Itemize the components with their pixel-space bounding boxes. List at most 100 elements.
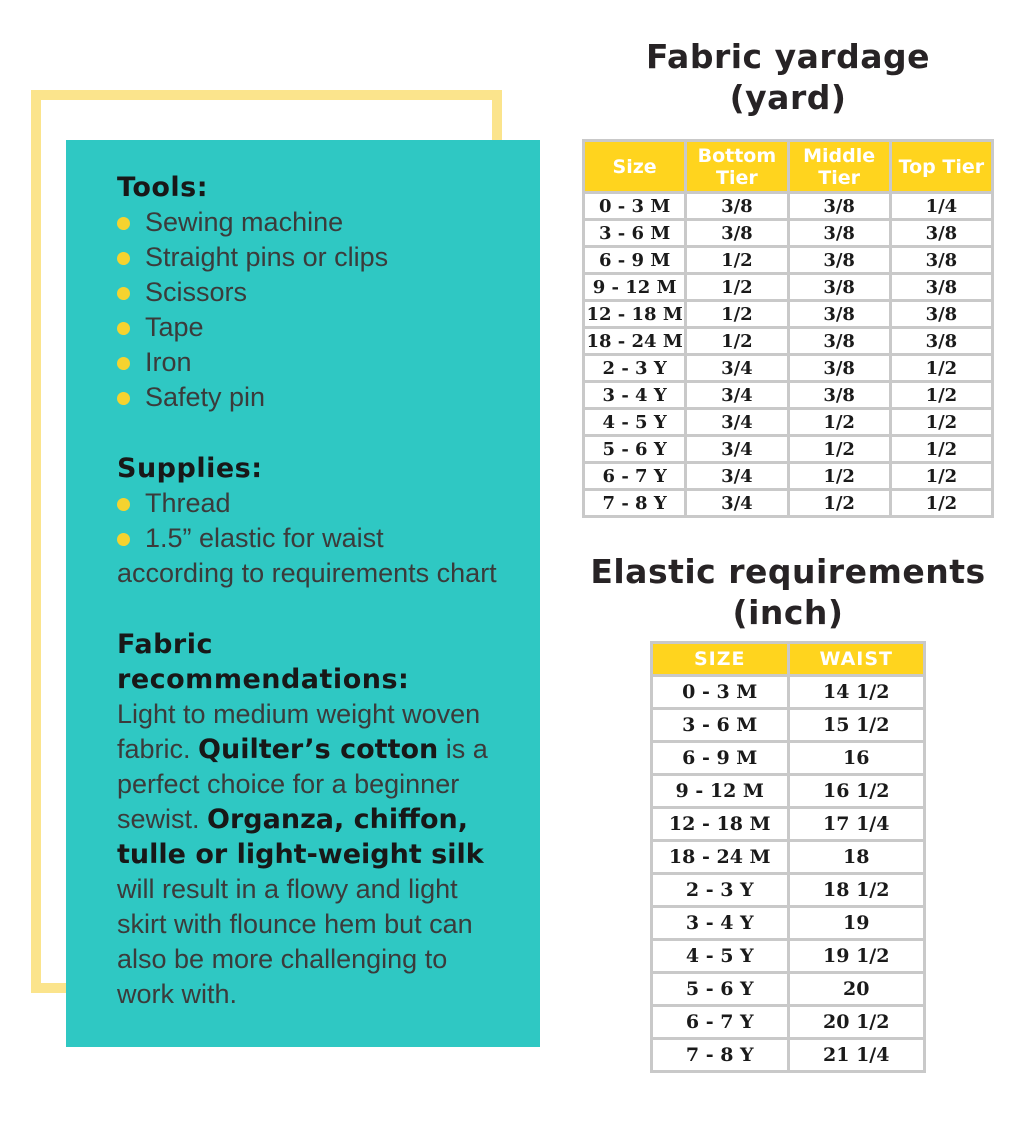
table-cell: 1/2 [687,329,787,353]
table-cell: 3/8 [789,194,889,218]
bullet-icon [117,322,130,335]
table-row: 0 - 3 M 3/8 3/8 1/4 [585,194,991,218]
header-row: SIZE WAIST [653,644,923,674]
table-cell: 3/8 [687,221,787,245]
table-cell: 4 - 5 Y [653,941,787,971]
table-cell: 19 [789,908,923,938]
list-item: Scissors [117,275,498,310]
table-cell: 5 - 6 Y [585,437,685,461]
table-cell: 1/2 [687,248,787,272]
table-cell: 3/4 [687,410,787,434]
fabric-yardage-table: Size Bottom Tier Middle Tier Top Tier 0 - 3… [582,139,994,518]
supplies-heading: Supplies: [117,453,263,484]
table-row: 7 - 8 Y 3/4 1/2 1/2 [585,491,991,515]
column-header: Bottom Tier [687,142,787,191]
title-text: Elastic requirements [590,552,986,591]
title-text: Fabric yardage [645,37,931,76]
table-cell: 1/4 [891,194,991,218]
table-cell: 1/2 [789,437,889,461]
table-cell: 18 - 24 M [585,329,685,353]
table-cell: 3/8 [891,302,991,326]
title-unit: (inch) [732,593,844,632]
header-row: Size Bottom Tier Middle Tier Top Tier [585,142,991,191]
list-item: Sewing machine [117,205,498,240]
table-cell: 6 - 7 Y [585,464,685,488]
paragraph-text: is a perfect choice for a beginner sewis… [117,734,488,834]
table-cell: 3/8 [789,302,889,326]
table-cell: 3/4 [687,437,787,461]
table-cell: 1/2 [891,437,991,461]
table-row: 3 - 4 Y 3/4 3/8 1/2 [585,383,991,407]
table-cell: 1/2 [687,275,787,299]
info-panel: Tools: Sewing machine Straight pins or c… [66,140,540,1047]
table-cell: 1/2 [789,464,889,488]
list-item-label: Sewing machine [145,207,344,237]
column-header: SIZE [653,644,787,674]
table-cell: 12 - 18 M [653,809,787,839]
fabric-recommendations-heading: Fabric recommendations: [117,629,410,695]
table-cell: 0 - 3 M [653,677,787,707]
table-cell: 17 1/4 [789,809,923,839]
tools-heading: Tools: [117,172,209,203]
list-item: Thread [117,486,498,521]
list-item-label: Safety pin [145,382,266,412]
table-row: 5 - 6 Y 3/4 1/2 1/2 [585,437,991,461]
table-cell: 12 - 18 M [585,302,685,326]
table-row: 3 - 4 Y 19 [653,908,923,938]
list-item: 1.5” elastic for waist according to requ… [117,521,498,591]
table-cell: 3/8 [789,383,889,407]
table-row: 2 - 3 Y 3/4 3/8 1/2 [585,356,991,380]
fabric-recommendations-paragraph: Light to medium weight woven fabric. Qui… [117,697,498,1012]
table-cell: 3 - 4 Y [585,383,685,407]
table-cell: 3/8 [891,248,991,272]
tables-column: Fabric yardage (yard) Size Bottom Tier Mid… [578,0,998,1073]
table-cell: 6 - 9 M [653,743,787,773]
bullet-icon [117,217,130,230]
list-item-label: Scissors [145,277,248,307]
table-cell: 3 - 6 M [653,710,787,740]
column-header: Top Tier [891,142,991,191]
bullet-icon [117,533,130,546]
table-row: 7 - 8 Y 21 1/4 [653,1040,923,1070]
table-cell: 3/4 [687,491,787,515]
column-header: WAIST [789,644,923,674]
table-row: 18 - 24 M 1/2 3/8 3/8 [585,329,991,353]
table-cell: 15 1/2 [789,710,923,740]
table-head: Size Bottom Tier Middle Tier Top Tier [585,142,991,191]
list-item: Iron [117,345,498,380]
table-cell: 19 1/2 [789,941,923,971]
table-cell: 1/2 [789,491,889,515]
table-cell: 3/8 [891,329,991,353]
table-row: 6 - 7 Y 20 1/2 [653,1007,923,1037]
bullet-icon [117,357,130,370]
table-row: 2 - 3 Y 18 1/2 [653,875,923,905]
table-cell: 7 - 8 Y [585,491,685,515]
table-body: 0 - 3 M 14 1/2 3 - 6 M 15 1/2 6 - 9 M 16 9 - 1… [653,677,923,1070]
table-cell: 6 - 9 M [585,248,685,272]
table-row: 12 - 18 M 1/2 3/8 3/8 [585,302,991,326]
table-cell: 14 1/2 [789,677,923,707]
fabric-yardage-title: Fabric yardage (yard) [578,36,998,118]
table-row: 6 - 9 M 1/2 3/8 3/8 [585,248,991,272]
list-item: Straight pins or clips [117,240,498,275]
table-row: 6 - 9 M 16 [653,743,923,773]
bullet-icon [117,287,130,300]
table-cell: 1/2 [891,464,991,488]
list-item-label: Iron [145,347,192,377]
table-cell: 3/8 [789,221,889,245]
table-cell: 3/8 [789,275,889,299]
elastic-requirements-table: SIZE WAIST 0 - 3 M 14 1/2 3 - 6 M 15 1/2 6 - … [650,641,926,1073]
table-cell: 18 - 24 M [653,842,787,872]
table-cell: 2 - 3 Y [653,875,787,905]
table-cell: 18 1/2 [789,875,923,905]
table-row: 12 - 18 M 17 1/4 [653,809,923,839]
paragraph-bold-text: Organza, chiffon, tulle or light-weight … [117,804,484,870]
title-unit: (yard) [729,78,847,117]
table-row: 18 - 24 M 18 [653,842,923,872]
table-cell: 9 - 12 M [653,776,787,806]
list-item-label: Thread [145,488,231,518]
table-cell: 9 - 12 M [585,275,685,299]
bullet-icon [117,392,130,405]
